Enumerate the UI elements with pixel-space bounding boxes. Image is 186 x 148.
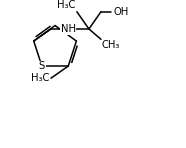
Text: CH₃: CH₃ xyxy=(102,40,120,50)
Text: OH: OH xyxy=(114,7,129,17)
Text: S: S xyxy=(39,61,45,71)
Text: H₃C: H₃C xyxy=(57,0,75,10)
Text: NH: NH xyxy=(61,24,76,34)
Text: H₃C: H₃C xyxy=(31,73,49,83)
